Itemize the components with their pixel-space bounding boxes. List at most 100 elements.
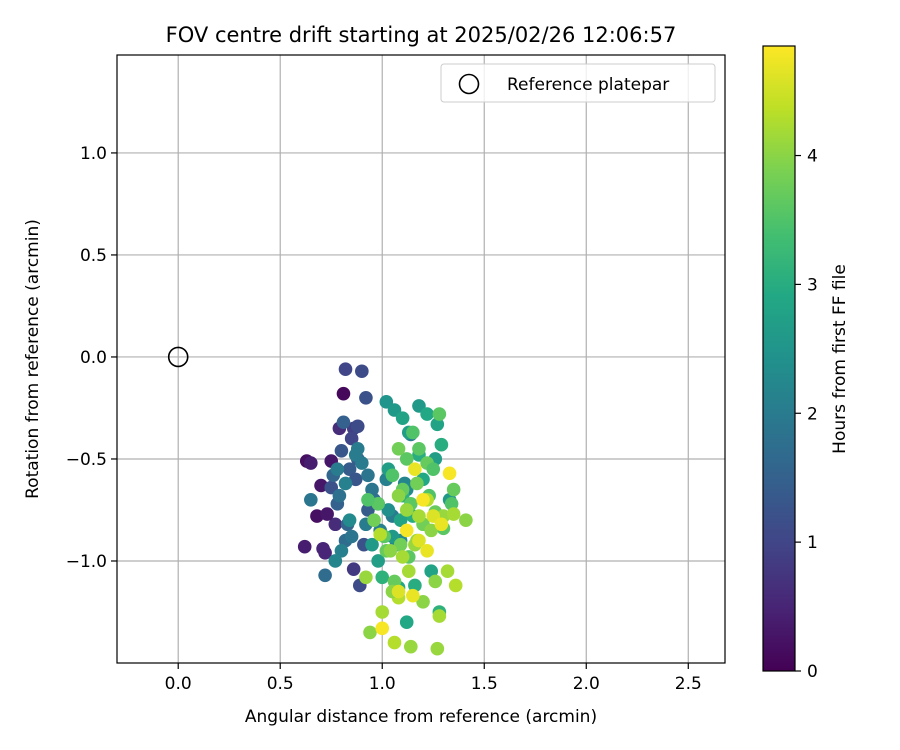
scatter-point [430, 641, 445, 656]
scatter-point [316, 541, 330, 556]
x-tick-label: 1.5 [471, 674, 498, 694]
scatter-point [342, 462, 357, 476]
scatter-point [412, 509, 426, 523]
y-tick-label: 0.0 [80, 348, 107, 368]
scatter-point [359, 570, 373, 585]
grid-lines [117, 55, 725, 663]
y-tick-label: −0.5 [66, 450, 107, 470]
x-axis-ticks: 0.0 0.5 1.0 1.5 2.0 2.5 [165, 663, 702, 694]
scatter-point [412, 533, 426, 548]
legend-box [440, 63, 716, 103]
scatter-point [336, 386, 351, 401]
y-axis-ticks: −1.0 −0.5 0.0 0.5 1.0 [66, 144, 117, 572]
scatter-point [348, 472, 363, 487]
scatter-point [424, 523, 439, 538]
scatter-point [373, 527, 387, 542]
scatter-point [408, 578, 422, 593]
scatter-point [416, 594, 430, 609]
scatter-point [440, 564, 455, 578]
scatter-point [424, 564, 439, 578]
scatter-point [361, 492, 375, 507]
scatter-point [383, 543, 398, 558]
colorbar-gradient [762, 45, 796, 672]
legend: Reference platepar [440, 63, 716, 103]
x-axis-label: Angular distance from reference (arcmin) [245, 707, 597, 727]
x-tick-label: 1.0 [369, 674, 396, 694]
scatter-point [420, 543, 434, 558]
scatter-point [381, 503, 396, 517]
scatter-point [346, 562, 361, 576]
scatter-point [387, 574, 402, 589]
scatter-point [355, 364, 369, 379]
scatter-point [350, 419, 365, 434]
scatter-point [416, 492, 430, 507]
scatter-point [375, 570, 390, 585]
scatter-point [375, 605, 390, 619]
scatter-point [399, 615, 414, 629]
scatter-point [391, 441, 406, 456]
scatter-point [403, 639, 418, 654]
scatter-point [406, 425, 420, 440]
scatter-point [426, 462, 441, 476]
scatter-point [297, 539, 312, 554]
scatter-point [428, 574, 443, 589]
scatter-point [442, 466, 457, 481]
scatter-point [434, 517, 449, 532]
scatter-point [371, 554, 385, 568]
scatter-point [391, 488, 406, 503]
colorbar-tick-label: 3 [807, 275, 818, 295]
reference-platepar-marker [167, 346, 189, 368]
x-tick-label: 2.5 [675, 674, 702, 694]
scatter-point [395, 411, 410, 425]
scatter-point [459, 513, 473, 527]
colorbar-tick-label: 4 [807, 147, 818, 167]
scatter-point [361, 503, 375, 517]
scatter-point [367, 513, 381, 527]
scatter-point [304, 456, 318, 470]
scatter-points [297, 362, 473, 656]
colorbar-tick-label: 1 [807, 533, 818, 553]
scatter-point [328, 517, 343, 532]
scatter-point [399, 503, 414, 517]
x-tick-label: 2.0 [573, 674, 600, 694]
scatter-point [361, 468, 375, 483]
scatter-point [448, 578, 463, 593]
scatter-point [344, 529, 359, 544]
scatter-point [304, 492, 318, 507]
y-tick-label: −1.0 [66, 552, 107, 572]
colorbar-tick-label: 2 [807, 404, 818, 424]
scatter-point [332, 488, 347, 503]
scatter-point [432, 407, 447, 421]
scatter-point [434, 437, 449, 452]
colorbar-label: Hours from first FF file [830, 264, 850, 454]
scatter-point [432, 609, 447, 623]
scatter-point [375, 621, 390, 636]
scatter-point [336, 415, 351, 430]
scatter-point [365, 482, 379, 497]
colorbar-tick-label: 0 [807, 662, 818, 682]
scatter-point [406, 588, 420, 603]
scatter-point [410, 476, 424, 491]
x-tick-label: 0.0 [165, 674, 192, 694]
scatter-point [401, 564, 416, 578]
scatter-point [334, 543, 349, 558]
scatter-point [385, 468, 400, 483]
scatter-point [391, 584, 406, 599]
scatter-point [371, 497, 385, 511]
scatter-point [338, 476, 353, 491]
scatter-point [348, 448, 363, 462]
scatter-point [328, 554, 343, 568]
scatter-point [420, 407, 434, 421]
scatter-point [387, 635, 402, 650]
scatter-point [318, 568, 332, 583]
scatter-point [314, 478, 328, 493]
y-axis-label: Rotation from reference (arcmin) [23, 219, 43, 499]
scatter-point [334, 444, 349, 458]
scatter-point [444, 497, 459, 511]
scatter-point [320, 507, 334, 521]
chart-title: FOV centre drift starting at 2025/02/26 … [166, 23, 677, 47]
scatter-point [446, 482, 461, 497]
scatter-point [365, 537, 379, 552]
scatter-point [446, 507, 461, 521]
